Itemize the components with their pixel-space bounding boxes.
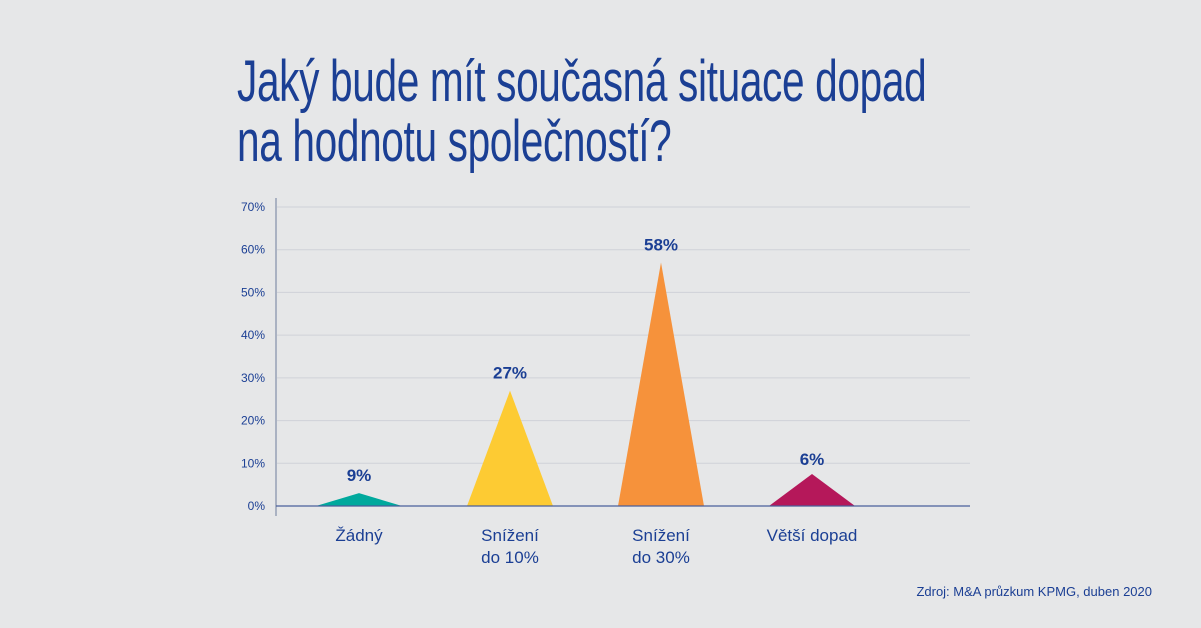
y-tick-label: 60% — [241, 243, 265, 257]
y-tick-label: 30% — [241, 371, 265, 385]
x-category-label: Snížení — [632, 526, 690, 545]
data-label: 58% — [644, 236, 678, 255]
y-tick-label: 70% — [241, 200, 265, 214]
chart-title: Jaký bude mít současná situace dopad na … — [237, 49, 927, 174]
x-category-label: Žádný — [335, 526, 383, 545]
data-label: 27% — [493, 364, 527, 383]
triangle-bar — [618, 262, 704, 506]
triangle-bar — [769, 473, 855, 506]
data-label: 6% — [800, 450, 825, 469]
x-category-label: Větší dopad — [767, 526, 858, 545]
data-label: 9% — [347, 466, 372, 485]
y-tick-label: 0% — [248, 499, 266, 513]
y-tick-label: 40% — [241, 328, 265, 342]
title-line-2: na hodnotu společností? — [237, 109, 672, 174]
triangle-bar — [467, 390, 553, 506]
x-category-label: do 10% — [481, 548, 539, 567]
y-tick-label: 50% — [241, 285, 265, 299]
x-category-label: Snížení — [481, 526, 539, 545]
y-tick-label: 10% — [241, 456, 265, 470]
y-tick-label: 20% — [241, 414, 265, 428]
source-note: Zdroj: M&A průzkum KPMG, duben 2020 — [916, 584, 1152, 599]
x-category-label: do 30% — [632, 548, 690, 567]
triangle-bar — [316, 493, 402, 506]
title-line-1: Jaký bude mít současná situace dopad — [237, 49, 927, 114]
